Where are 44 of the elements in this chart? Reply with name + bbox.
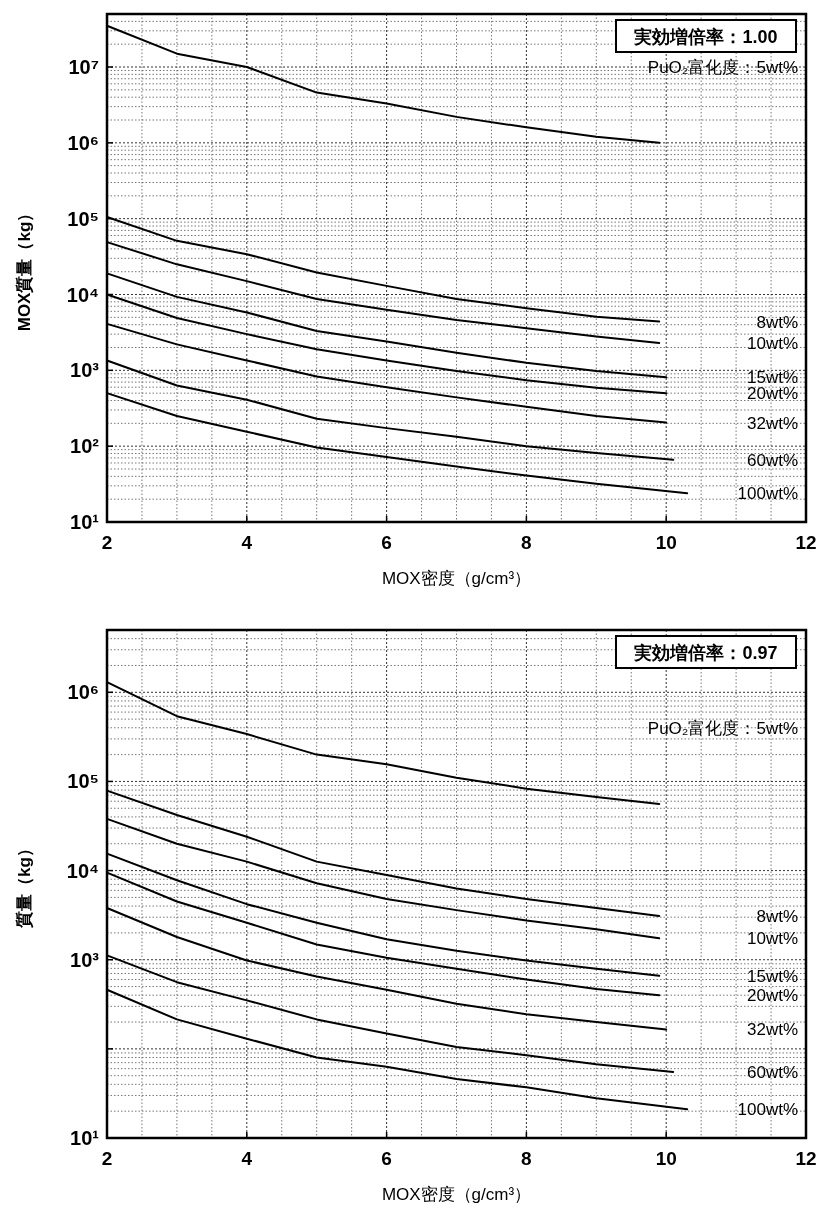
y-tick-label: 10⁷ [68,56,99,78]
text: 60wt% [746,450,798,470]
y-tick-label: 10⁶ [67,681,99,704]
x-tick-label: 2 [101,532,113,553]
y-axis-title: 質量（kg） [15,840,34,929]
y-axis-title: MOX質量（kg） [15,204,34,332]
x-axis-title: MOX密度（g/cm³） [381,569,532,588]
y-tick-label: 10⁶ [67,131,99,154]
y-tick-label: 10¹ [70,511,100,533]
x-tick-label: 8 [521,1148,532,1169]
y-tick-label: 10⁴ [66,283,99,306]
x-tick-label: 2 [101,1148,113,1169]
y-tick-label: 10⁵ [67,770,99,793]
text: 8wt% [756,312,798,332]
x-tick-label: 12 [795,1148,817,1169]
x-tick-label: 4 [241,532,253,553]
x-tick-label: 6 [381,532,392,553]
y-tick-label: 10⁴ [66,859,99,882]
y-tick-label: 10³ [70,359,100,382]
text: 100wt% [737,1100,798,1120]
text: 100wt% [737,484,798,504]
annotation: 実効増倍率：1.00 [633,26,778,47]
x-tick-label: 10 [655,532,677,553]
text: 20wt% [746,986,798,1006]
text: 32wt% [746,413,798,433]
text: 10wt% [746,333,798,353]
y-tick-label: 10⁵ [67,207,99,230]
x-tick-label: 6 [381,1148,392,1169]
y-tick-label: 10² [70,435,100,458]
x-tick-label: 4 [241,1148,253,1169]
x-tick-label: 8 [521,532,532,553]
text: 32wt% [746,1020,798,1040]
text: 60wt% [746,1063,798,1082]
text: PuO₂富化度：5wt% [647,718,798,738]
text: 15wt% [746,966,798,986]
text: 8wt% [756,906,798,926]
x-tick-label: 12 [795,532,817,553]
annotation: 実効増倍率：0.97 [633,642,778,663]
y-tick-label: 10³ [70,948,100,971]
x-axis-title: MOX密度（g/cm³） [381,1185,532,1204]
text: PuO₂富化度：5wt% [647,57,798,77]
y-tick-label: 10¹ [70,1127,100,1149]
text: 10wt% [746,929,798,949]
x-tick-label: 10 [655,1148,677,1169]
